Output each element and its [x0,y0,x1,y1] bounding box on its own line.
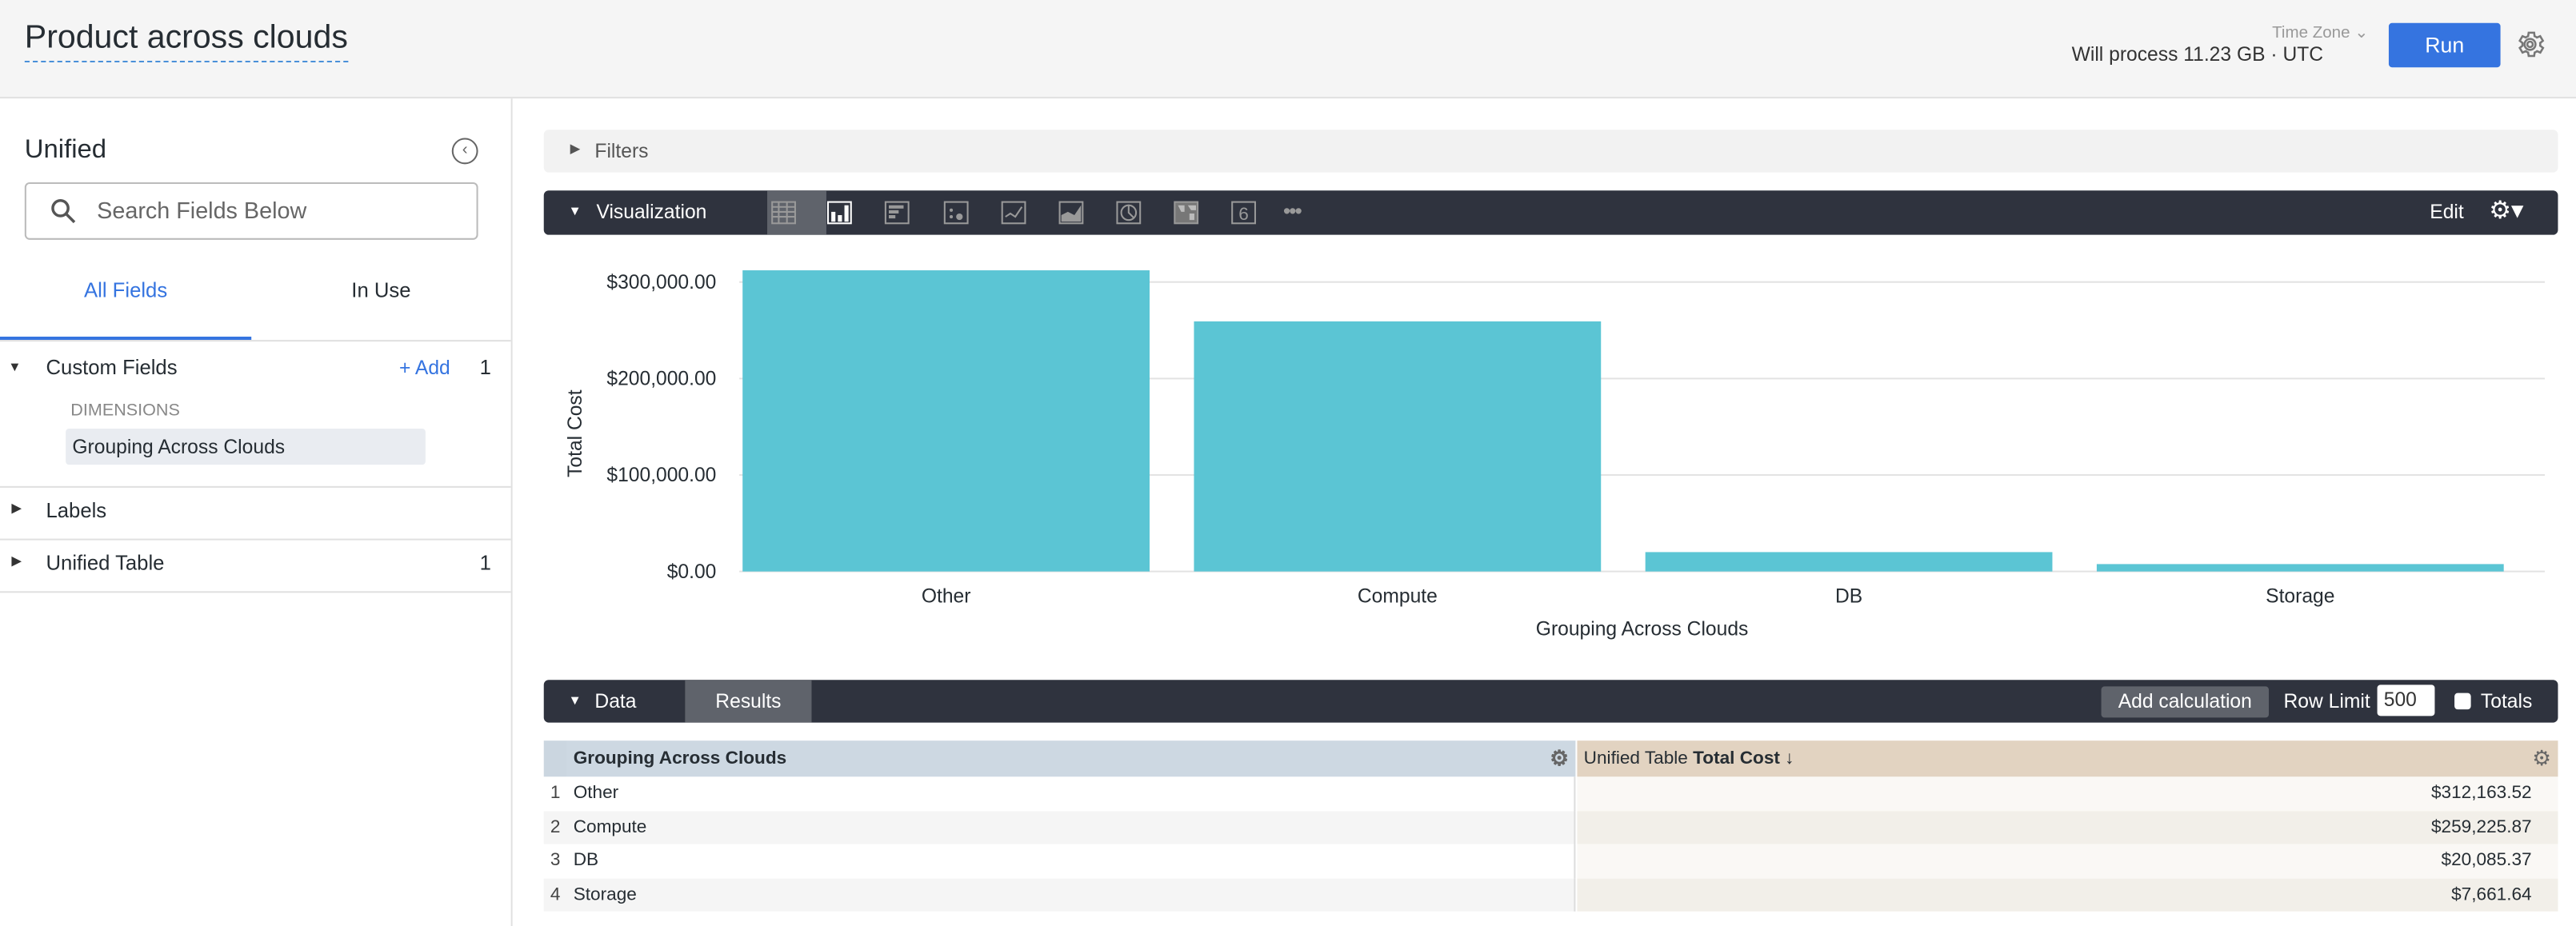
section-unified-table[interactable]: Unified Table [46,552,165,575]
x-axis-title: Grouping Across Clouds [1536,619,1749,641]
table-row: 4 Storage $7,661.64 [543,877,2558,912]
edit-button[interactable]: Edit [2430,200,2464,224]
caret-right-icon[interactable]: ▶ [11,501,22,516]
chevron-down-icon: ⌄ [2354,24,2369,43]
area-icon[interactable] [1058,201,1085,226]
section-custom-fields[interactable]: Custom Fields [46,356,178,380]
row-number: 4 [543,877,567,912]
column-gear-icon[interactable]: ⚙ [2532,745,2552,771]
caret-down-icon[interactable]: ▼ [568,693,582,708]
column-header-total-cost[interactable]: Unified Table Total Cost ↓ ⚙ [1577,740,2558,777]
bar-chart-icon[interactable] [884,201,910,226]
run-button[interactable]: Run [2388,22,2501,68]
add-calculation-button[interactable]: Add calculation [2101,686,2270,718]
cell-grouping: DB [566,844,1576,878]
bar-other [742,270,1150,572]
y-tick-label: $0.00 [667,561,717,583]
time-zone-dropdown[interactable]: Time Zone ⌄ [2272,25,2368,43]
add-custom-field-button[interactable]: + Add [399,356,450,380]
totals-label: Totals [2480,689,2533,713]
x-tick-label: Other [922,586,971,608]
page-title[interactable]: Product across clouds [24,20,348,63]
search-placeholder: Search Fields Below [97,197,307,224]
active-viz-highlight [767,190,826,235]
cell-grouping: Compute [566,810,1576,844]
tab-in-use[interactable]: In Use [351,279,411,302]
row-number-header [543,740,567,777]
data-label: Data [594,689,637,713]
cell-grouping: Storage [566,877,1576,912]
column-view-label: Unified Table [1583,748,1688,769]
cell-total-cost: $20,085.37 [1577,844,2558,878]
search-input[interactable]: Search Fields Below [24,182,478,240]
y-tick-label: $300,000.00 [606,272,716,293]
custom-fields-count: 1 [479,356,491,380]
map-icon[interactable] [1173,201,1199,226]
scatter-icon[interactable] [943,201,970,226]
totals-checkbox[interactable] [2454,693,2471,710]
cell-total-cost: $312,163.52 [1577,776,2558,811]
x-tick-label: DB [1835,586,1862,608]
column-gear-icon[interactable]: ⚙ [1550,745,1570,771]
y-tick-label: $200,000.00 [606,369,716,390]
unified-table-count: 1 [479,552,491,575]
cell-grouping: Other [566,776,1576,811]
cell-total-cost: $7,661.64 [1577,877,2558,912]
column-header-grouping[interactable]: Grouping Across Clouds ⚙ [566,740,1576,777]
row-limit-input[interactable]: 500 [2377,685,2435,716]
filters-label: Filters [594,139,649,163]
explore-title: Unified [24,136,107,165]
row-number: 2 [543,810,567,844]
main-panel: ▶ Filters ▼ Visualization 6 ••• Edit ⚙▾ … [512,98,2576,926]
header: Product across clouds Time Zone ⌄ Will p… [0,0,2576,99]
pie-icon[interactable] [1115,201,1142,226]
table-row: 3 DB $20,085.37 [543,844,2558,878]
viz-settings-gear-icon[interactable]: ⚙▾ [2489,197,2524,226]
x-tick-label: Compute [1358,586,1438,608]
section-labels[interactable]: Labels [46,499,107,523]
more-icon[interactable]: ••• [1282,198,1302,224]
cell-total-cost: $259,225.87 [1577,810,2558,844]
caret-down-icon[interactable]: ▼ [568,203,582,219]
row-number: 3 [543,844,567,878]
filters-bar[interactable]: ▶ Filters [543,130,2558,173]
process-info: Will process 11.23 GB · UTC [2071,42,2324,66]
sort-desc-icon: ↓ [1785,748,1794,769]
caret-right-icon: ▶ [570,141,581,157]
single-value-icon[interactable]: 6 [1230,201,1257,226]
search-icon [51,199,76,224]
visualization-bar: ▼ Visualization 6 ••• Edit ⚙▾ [543,190,2558,235]
results-table: Grouping Across Clouds ⚙ Unified Table To… [543,740,2558,912]
bar-compute [1194,321,1602,572]
column-chart: $0.00 $100,000.00 $200,000.00 $300,000.00 Ot… [565,270,2546,641]
column-header-label: Grouping Across Clouds [573,748,787,769]
caret-down-icon[interactable]: ▼ [8,359,22,375]
dimensions-label: DIMENSIONS [70,401,180,421]
collapse-icon[interactable]: ‹ [451,138,478,165]
x-tick-label: Storage [2266,586,2334,608]
column-field-label: Total Cost [1693,748,1780,769]
row-limit-label: Row Limit [2283,689,2370,713]
active-tab-indicator [0,336,252,341]
svg-text:6: 6 [1238,204,1249,224]
time-zone-label: Time Zone [2272,24,2350,43]
table-row: 1 Other $312,163.52 [543,776,2558,811]
tab-results[interactable]: Results [685,680,812,723]
caret-right-icon[interactable]: ▶ [11,553,22,569]
bar-db [1645,552,2053,572]
field-picker: Unified ‹ Search Fields Below All Fields… [0,98,513,926]
line-icon[interactable] [1001,201,1027,226]
y-axis-title: Total Cost [565,389,586,477]
data-bar: ▼ Data Results Add calculation Row Limit… [543,680,2558,723]
y-tick-label: $100,000.00 [606,465,716,486]
tab-all-fields[interactable]: All Fields [84,279,168,302]
table-row: 2 Compute $259,225.87 [543,810,2558,844]
field-grouping-across-clouds[interactable]: Grouping Across Clouds [66,428,426,465]
row-number: 1 [543,776,567,811]
column-chart-icon[interactable] [826,201,853,226]
visualization-label: Visualization [596,200,707,224]
gear-icon[interactable] [2514,28,2546,61]
table-icon[interactable] [770,201,797,226]
bar-storage [2096,564,2504,572]
